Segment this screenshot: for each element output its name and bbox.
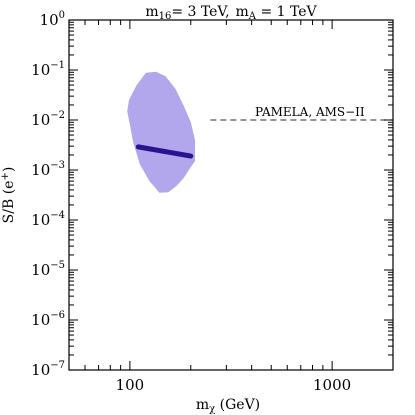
y-tick-label-base: 10	[31, 111, 50, 129]
reference-line-label: PAMELA, AMS−II	[255, 105, 365, 119]
y-axis-label: S/B (e+)	[0, 167, 17, 224]
title-mA-sub: A	[248, 11, 257, 22]
axis-ticks	[68, 19, 394, 371]
allowed-region	[127, 71, 195, 193]
y-tick-label-exp: −3	[50, 160, 65, 171]
y-tick-label: 10−5	[31, 260, 65, 279]
y-tick-label-base: 10	[31, 211, 50, 229]
y-tick-label: 10−3	[31, 160, 65, 179]
y-axis-label-sup: +	[0, 172, 11, 180]
y-tick-label-base: 10	[31, 61, 50, 79]
plot-area	[127, 71, 393, 193]
chart-title: m16= 3 TeV, mA = 1 TeV	[145, 4, 317, 22]
x-axis-label: mχ (GeV)	[196, 397, 260, 415]
x-axis-label-sub: χ	[209, 404, 215, 415]
y-tick-label: 10−1	[31, 60, 65, 79]
y-tick-label-exp: −5	[50, 260, 65, 271]
x-axis-label-base: m	[196, 397, 209, 413]
y-tick-label-base: 10	[31, 361, 50, 379]
y-tick-label-exp: −6	[50, 310, 65, 321]
y-tick-label: 10−2	[31, 110, 65, 129]
y-tick-label-exp: −2	[50, 110, 65, 121]
y-tick-label: 10−6	[31, 310, 65, 329]
y-tick-label: 10−7	[31, 360, 65, 379]
y-axis-label-close: )	[1, 167, 17, 172]
y-tick-label-base: 10	[31, 311, 50, 329]
x-tick-label: 1000	[313, 376, 351, 394]
title-m16: m	[145, 4, 158, 20]
y-tick-label-exp: −7	[50, 360, 65, 371]
y-axis-label-base: S/B (e	[1, 181, 17, 224]
prediction-band	[135, 144, 194, 159]
y-tick-label: 10−4	[31, 210, 65, 229]
x-axis-label-rest: (GeV)	[215, 397, 260, 413]
y-tick-label-exp: 0	[59, 10, 65, 21]
x-tick-label: 100	[116, 376, 145, 394]
y-tick-label-base: 10	[31, 161, 50, 179]
y-tick-label-base: 10	[40, 11, 59, 29]
plot-frame	[68, 19, 394, 371]
y-tick-label: 100	[40, 10, 65, 29]
y-tick-label-exp: −4	[50, 210, 65, 221]
y-tick-label-exp: −1	[50, 60, 65, 71]
y-tick-label-base: 10	[31, 261, 50, 279]
title-value2: = 1 TeV	[256, 4, 318, 20]
title-mA: m	[236, 4, 249, 20]
title-m16-sub: 16	[159, 11, 172, 22]
title-value1: = 3 TeV,	[171, 4, 229, 20]
